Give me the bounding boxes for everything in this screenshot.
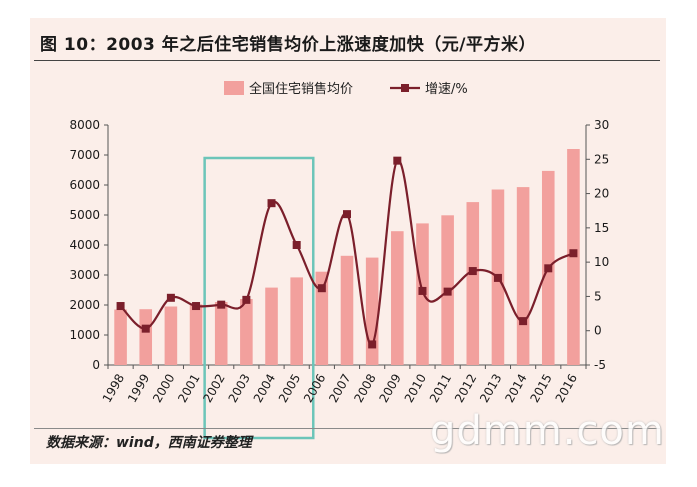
- left-tick-label: 3000: [69, 268, 100, 282]
- figure-title: 图 10：2003 年之后住宅销售均价上涨速度加快（元/平方米）: [40, 35, 537, 55]
- bar-2001: [189, 304, 203, 365]
- left-tick-label: 7000: [69, 148, 100, 162]
- bar-series: [114, 149, 580, 365]
- x-tick-label: 2015: [527, 372, 554, 405]
- line-marker-2005: [292, 241, 301, 249]
- right-tick-label: 20: [594, 187, 609, 201]
- left-tick-label: 1000: [69, 328, 100, 342]
- x-tick-label: 2005: [276, 372, 303, 405]
- bar-2008: [365, 257, 379, 365]
- bar-2007: [340, 255, 354, 365]
- left-tick-label: 5000: [69, 208, 100, 222]
- line-marker-2000: [166, 293, 175, 302]
- legend-label-bar: 全国住宅销售均价: [249, 81, 353, 97]
- source-note: 数据来源：wind，西南证券整理: [46, 435, 252, 451]
- legend-swatch-marker: [401, 84, 409, 92]
- line-marker-2013: [493, 273, 502, 282]
- bar-2000: [164, 306, 178, 365]
- right-tick-label: -5: [594, 358, 606, 372]
- bar-2002: [214, 302, 228, 365]
- watermark-logo: gdmm.com: [430, 408, 665, 454]
- x-tick-label: 2000: [150, 372, 177, 405]
- legend-swatch-bar: [224, 81, 244, 95]
- left-tick-label: 8000: [69, 118, 100, 132]
- line-marker-2008: [368, 340, 377, 349]
- left-tick-label: 6000: [69, 178, 100, 192]
- left-tick-label: 0: [92, 358, 100, 372]
- line-marker-2001: [192, 302, 201, 311]
- x-tick-label: 2016: [553, 372, 580, 405]
- x-tick-label: 2013: [477, 372, 504, 405]
- line-marker-2003: [242, 295, 251, 304]
- chart-legend: 全国住宅销售均价 增速/%: [224, 81, 468, 97]
- x-tick-label: 2001: [175, 372, 202, 405]
- bar-2009: [391, 231, 404, 365]
- title-divider: [34, 60, 660, 61]
- x-tick-label: 2007: [326, 372, 353, 405]
- highlight-box-group: [203, 156, 315, 440]
- left-tick-label: 4000: [69, 238, 100, 252]
- line-marker-2010: [418, 286, 427, 295]
- x-tick-label: 2006: [301, 372, 328, 405]
- x-tick-label: 2004: [251, 372, 278, 405]
- x-tick-label: 2010: [402, 372, 429, 405]
- line-marker-1999: [141, 324, 150, 333]
- x-tick-label: 2012: [452, 372, 479, 405]
- highlight-box: [203, 156, 315, 440]
- line-marker-2009: [393, 156, 402, 165]
- bar-2003: [240, 299, 253, 365]
- line-series: [116, 156, 578, 349]
- x-tick-label: 2009: [377, 372, 404, 405]
- x-tick-label: 2014: [502, 372, 529, 405]
- line-marker-2016: [569, 249, 578, 258]
- bar-2006: [315, 271, 329, 365]
- bar-1998: [114, 309, 127, 365]
- bar-2014: [516, 187, 530, 365]
- line-marker-2015: [544, 264, 553, 273]
- line-marker-2012: [468, 267, 477, 276]
- source-divider: [34, 428, 660, 429]
- right-tick-label: 30: [594, 118, 609, 132]
- growth-line: [119, 159, 574, 346]
- bar-2012: [466, 202, 480, 365]
- line-marker-2006: [317, 284, 326, 293]
- right-tick-label: 15: [594, 221, 609, 235]
- legend-label-line: 增速/%: [425, 82, 468, 97]
- bar-2004: [265, 287, 278, 365]
- right-tick-label: 10: [594, 255, 609, 269]
- line-marker-2014: [519, 317, 528, 326]
- bar-1999: [139, 309, 153, 365]
- line-marker-1998: [116, 302, 125, 311]
- line-marker-2002: [217, 300, 226, 309]
- line-marker-2007: [343, 210, 351, 219]
- x-tick-label: 1998: [100, 372, 127, 405]
- x-tick-label: 2008: [351, 372, 378, 405]
- x-tick-label: 1999: [125, 372, 152, 405]
- x-tick-label: 2003: [226, 372, 253, 405]
- bar-2005: [290, 277, 303, 365]
- line-marker-2011: [443, 287, 452, 296]
- x-tick-label: 2011: [427, 372, 454, 405]
- right-tick-label: 25: [594, 152, 609, 166]
- left-tick-label: 2000: [69, 298, 100, 312]
- line-marker-2004: [267, 199, 276, 208]
- figure-panel: [30, 18, 666, 464]
- x-axis-labels: 1998199920002001200220032004200520062007…: [100, 372, 580, 405]
- right-tick-label: 0: [594, 324, 602, 338]
- right-tick-label: 5: [594, 289, 602, 303]
